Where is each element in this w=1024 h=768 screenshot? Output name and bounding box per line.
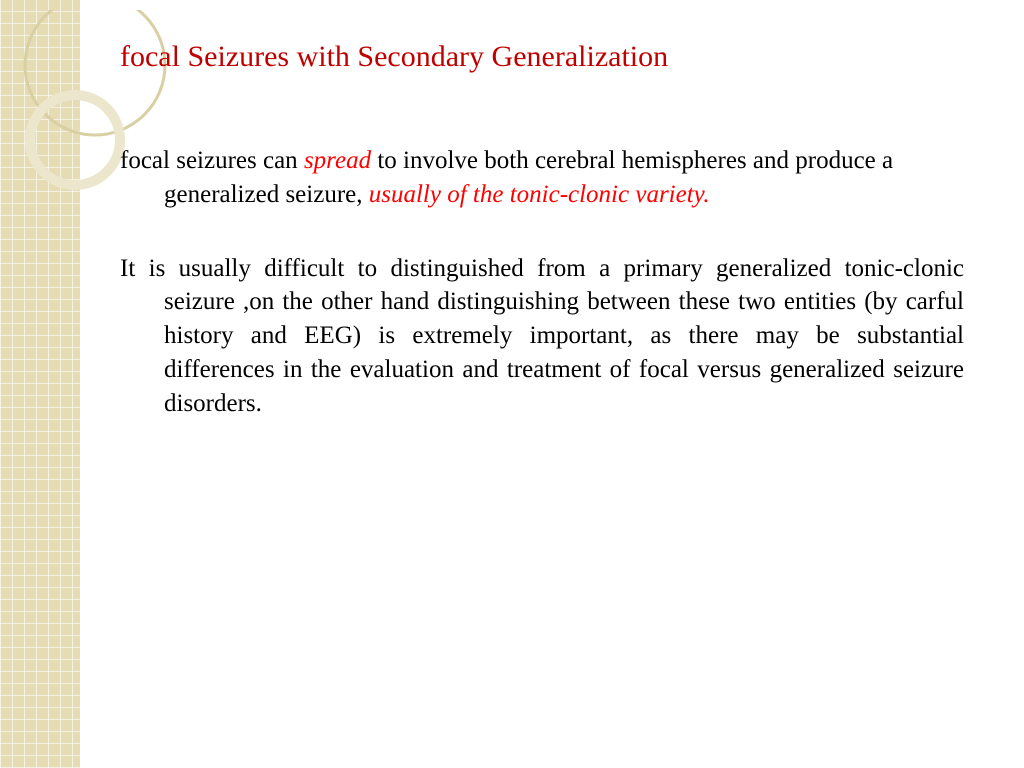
slide-content: focal Seizures with Secondary Generaliza…: [120, 40, 964, 460]
p1-emph-spread: spread: [304, 147, 377, 174]
p1-text-a: focal seizures can: [120, 147, 304, 174]
paragraph-2: It is usually difficult to distinguished…: [120, 252, 964, 421]
paragraph-1: focal seizures can spread to involve bot…: [120, 144, 964, 212]
slide-title: focal Seizures with Secondary Generaliza…: [120, 40, 964, 74]
decorative-sidebar: [0, 0, 80, 768]
p1-emph-tonic: usually of the tonic-clonic variety.: [369, 181, 710, 208]
